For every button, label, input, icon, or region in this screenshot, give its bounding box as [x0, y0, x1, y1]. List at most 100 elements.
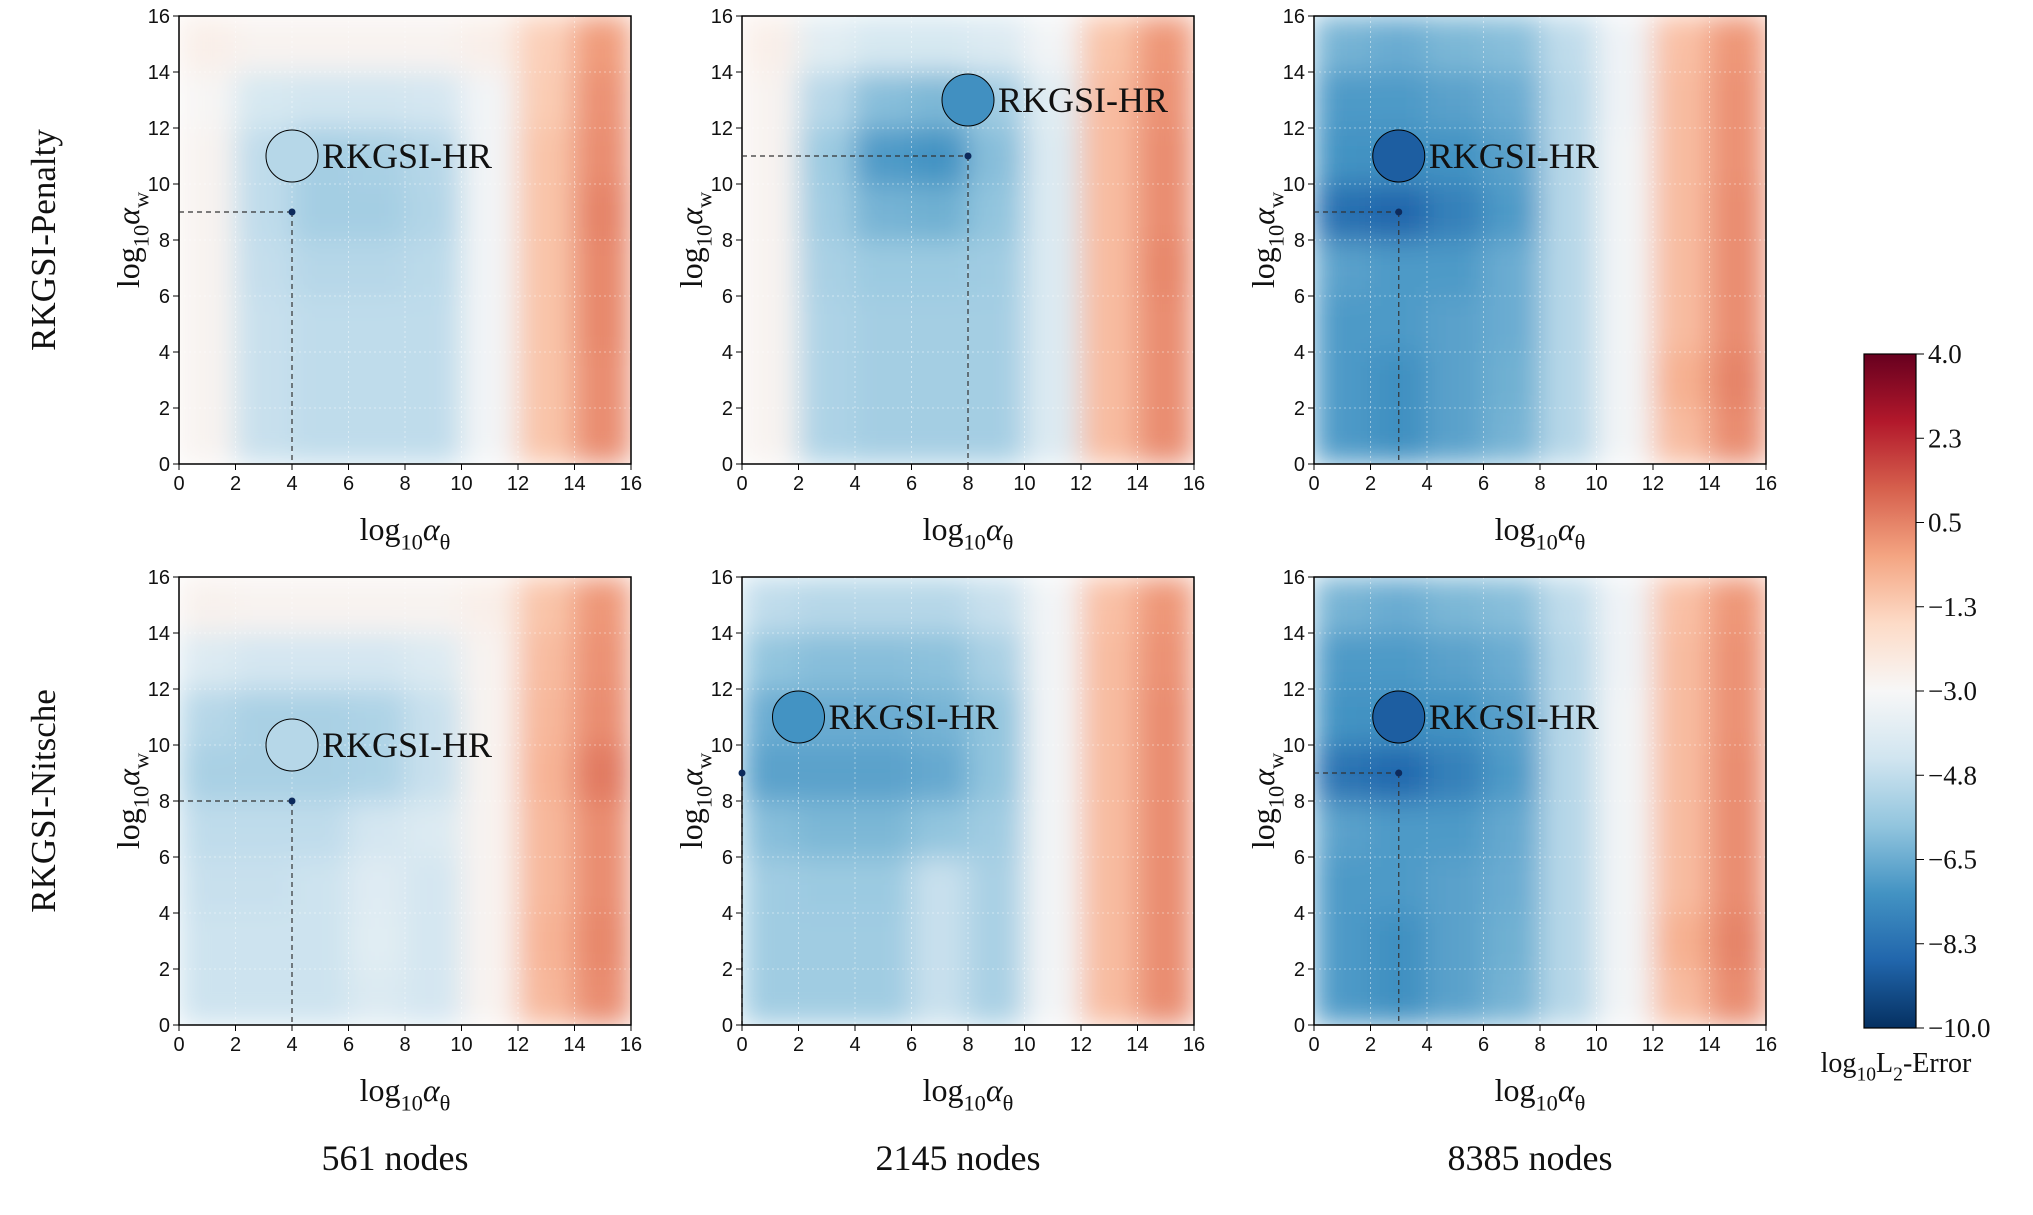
contour-cell: [179, 744, 236, 802]
contour-cell: [235, 239, 293, 297]
y-tick-label: 0: [722, 1015, 733, 1037]
contour-cell: [1652, 71, 1710, 129]
contour-cell: [1080, 800, 1138, 858]
contour-cell: [179, 688, 236, 746]
contour-cell: [1596, 856, 1654, 914]
contour-cell: [291, 407, 349, 464]
contour-cell: [404, 183, 462, 241]
x-tick-label: 8: [962, 1034, 973, 1056]
contour-cell: [1137, 71, 1194, 129]
label-part: θ: [1003, 530, 1014, 555]
contour-cell: [1080, 16, 1138, 73]
column-label: 8385 nodes: [1448, 1138, 1613, 1178]
contour-cell: [1709, 127, 1766, 185]
contour-cell: [1596, 632, 1654, 690]
label-part: 10: [1535, 1091, 1557, 1116]
contour-cell: [574, 127, 631, 185]
contour-field: [179, 16, 631, 464]
contour-cell: [517, 577, 575, 634]
label-part: 10: [400, 1091, 422, 1116]
contour-cell: [1539, 407, 1597, 464]
contour-cell: [348, 407, 406, 464]
contour-cell: [1426, 407, 1484, 464]
y-tick-label: 4: [1294, 903, 1305, 925]
highlight-label: RKGSI-HR: [1429, 697, 1599, 737]
y-tick-label: 14: [148, 623, 170, 645]
contour-cell: [235, 71, 293, 129]
contour-cell: [1314, 912, 1371, 970]
contour-cell: [911, 968, 969, 1025]
contour-cell: [517, 16, 575, 73]
label-part: -Error: [1903, 1048, 1972, 1079]
contour-cell: [1024, 71, 1082, 129]
label-part: α: [423, 1072, 441, 1108]
contour-cell: [1539, 912, 1597, 970]
contour-cell: [404, 744, 462, 802]
label-part: log: [360, 1072, 401, 1108]
colorbar-tick-label: 4.0: [1928, 339, 1962, 369]
y-tick-label: 0: [722, 454, 733, 476]
label-part: α: [673, 768, 709, 786]
contour-cell: [235, 632, 293, 690]
contour-cell: [911, 407, 969, 464]
y-tick-label: 6: [159, 286, 170, 308]
x-tick-label: 2: [230, 1034, 241, 1056]
contour-cell: [1426, 912, 1484, 970]
contour-cell: [742, 16, 799, 73]
contour-cell: [1024, 912, 1082, 970]
x-tick-label: 6: [343, 1034, 354, 1056]
x-tick-label: 6: [343, 473, 354, 495]
contour-cell: [1314, 632, 1371, 690]
contour-cell: [1539, 351, 1597, 409]
contour-cell: [1539, 800, 1597, 858]
contour-cell: [1483, 856, 1541, 914]
contour-cell: [348, 912, 406, 970]
colorbar-scale: [1863, 353, 1917, 1029]
contour-cell: [179, 577, 236, 634]
contour-cell: [1483, 295, 1541, 353]
contour-cell: [1137, 632, 1194, 690]
label-part: α: [1558, 511, 1576, 547]
optimum-point: [964, 152, 972, 160]
contour-cell: [574, 912, 631, 970]
contour-cell: [1314, 351, 1371, 409]
y-tick-label: 16: [1283, 6, 1305, 28]
label-part: α: [1558, 1072, 1576, 1108]
contour-cell: [742, 183, 799, 241]
y-tick-label: 4: [159, 342, 170, 364]
contour-cell: [742, 239, 799, 297]
y-axis-label: log10αw: [110, 191, 154, 288]
contour-cell: [967, 912, 1025, 970]
x-tick-label: 2: [1365, 473, 1376, 495]
contour-cell: [1024, 577, 1082, 634]
label-part: θ: [440, 1091, 451, 1116]
x-tick-label: 14: [1698, 473, 1720, 495]
contour-cell: [517, 968, 575, 1025]
x-tick-label: 14: [563, 473, 585, 495]
contour-cell: [854, 856, 912, 914]
optimum-point: [288, 208, 296, 216]
contour-cell: [798, 632, 856, 690]
contour-cell: [967, 127, 1025, 185]
contour-cell: [1426, 632, 1484, 690]
contour-cell: [967, 16, 1025, 73]
contour-cell: [1024, 407, 1082, 464]
contour-cell: [517, 127, 575, 185]
contour-cell: [1709, 800, 1766, 858]
contour-cell: [1024, 688, 1082, 746]
colorbar-tick-label: −1.3: [1928, 592, 1977, 622]
contour-cell: [291, 856, 349, 914]
y-tick-label: 8: [1294, 791, 1305, 813]
contour-cell: [1024, 239, 1082, 297]
x-axis-label: log10αθ: [360, 511, 451, 555]
panel: 0 2 4 6 8 10 12 14 160246810121416log10αθlog10αw…: [1245, 6, 1777, 555]
label-part: θ: [1575, 1091, 1586, 1116]
contour-cell: [348, 295, 406, 353]
x-tick-label: 16: [1183, 473, 1205, 495]
label-part: log: [1495, 511, 1536, 547]
contour-cell: [1709, 577, 1766, 634]
y-tick-label: 6: [159, 847, 170, 869]
colorbar-tick-label: −6.5: [1928, 845, 1977, 875]
contour-cell: [1483, 800, 1541, 858]
contour-cell: [1426, 295, 1484, 353]
